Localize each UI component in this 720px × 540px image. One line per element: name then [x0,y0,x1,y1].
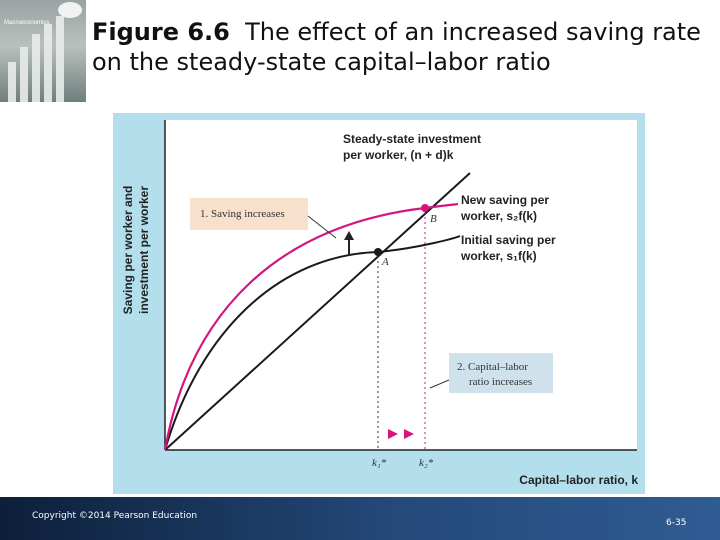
slide-title: Figure 6.6 The effect of an increased sa… [92,17,712,77]
callout-ratio-line1: 2. Capital–labor [457,361,528,373]
edition-badge [58,2,82,18]
callout-ratio-line2: ratio increases [469,376,532,388]
callout-saving-box [190,198,308,230]
initial-saving-curve [164,235,461,451]
copyright-text: Copyright ©2014 Pearson Education [32,511,198,521]
k1-label: k₁* [372,457,387,469]
callout-ratio-box [449,353,553,393]
ratio-arrow-1 [388,429,398,439]
initial-saving-label-line2: worker, s₁f(k) [460,249,537,263]
cover-decoration [44,24,52,102]
point-a-label: A [381,256,389,268]
new-saving-label-line1: New saving per [461,193,549,207]
investment-label-line1: Steady-state investment [343,132,481,146]
figure-label: Figure 6.6 [92,18,230,46]
saving-up-arrowhead [344,231,354,240]
ratio-arrow-2 [404,429,414,439]
callout-ratio-leader [429,379,450,389]
k2-label: k₂* [419,457,434,469]
investment-label-line2: per worker, (n + d)k [343,148,454,162]
investment-line [164,172,471,451]
y-axis-label-line2: investment per worker [137,186,151,314]
footer-bar [0,497,720,540]
page-number: 6-35 [666,518,687,528]
point-b-marker [421,204,429,212]
x-axis-label: Capital–labor ratio, k [519,473,638,487]
cover-decoration [8,62,16,102]
y-axis-label-line1: Saving per worker and [121,186,135,315]
point-a-marker [374,248,382,256]
new-saving-curve [163,202,459,451]
new-saving-label-line2: worker, s₂f(k) [460,209,537,223]
cover-decoration [32,34,40,102]
cover-decoration [56,16,64,102]
figure-title: The effect of an increased saving rate o… [92,18,701,76]
callout-saving-leader [307,215,337,239]
book-title: Macroeconomics [4,20,50,26]
initial-saving-label-line1: Initial saving per [461,233,556,247]
cover-decoration [20,47,28,102]
book-cover-thumbnail: Macroeconomics [0,0,86,102]
point-b-label: B [430,213,437,225]
callout-saving-text: 1. Saving increases [200,208,285,220]
plot-area [165,120,637,450]
